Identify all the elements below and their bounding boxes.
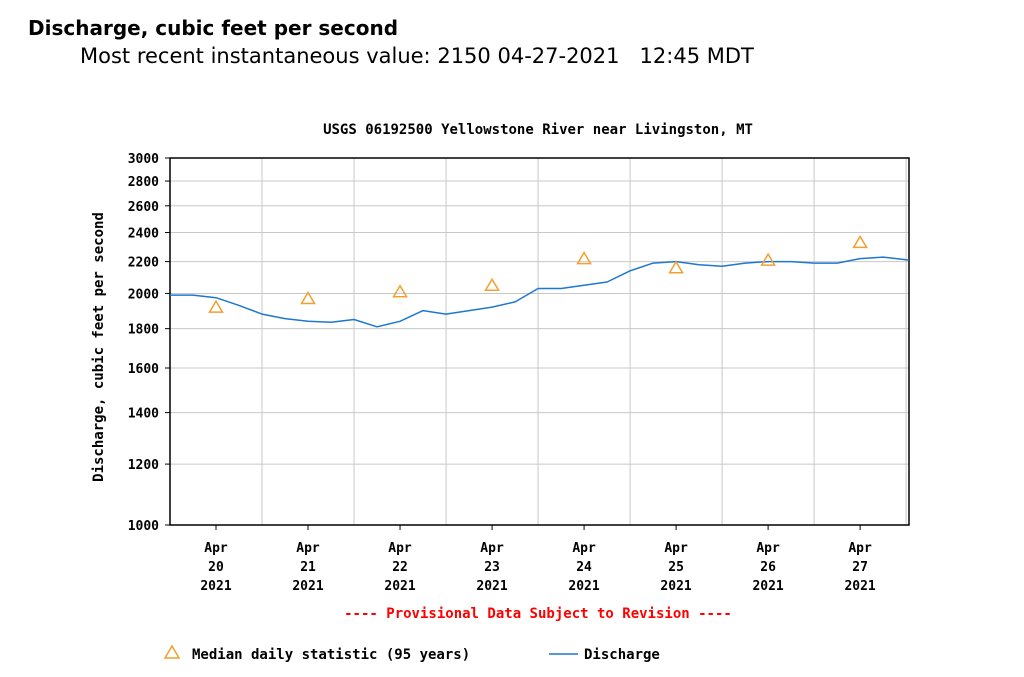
x-tick-label: 21	[300, 560, 316, 575]
recent-value-line: Most recent instantaneous value: 2150 04…	[80, 44, 754, 68]
y-tick-label: 2600	[128, 200, 159, 215]
median-marker	[576, 251, 592, 265]
y-tick-label: 1600	[128, 362, 159, 377]
y-tick-label: 2400	[128, 227, 159, 242]
x-tick-label: 2021	[200, 579, 231, 594]
x-tick-label: 25	[668, 560, 684, 575]
legend-discharge-label: Discharge	[584, 647, 660, 663]
median-marker	[208, 299, 224, 313]
y-tick-label: 2200	[128, 256, 159, 271]
x-tick-label: Apr	[848, 541, 872, 556]
median-marker	[668, 260, 684, 274]
x-tick-labels: Apr 20 2021 Apr 21 2021 Apr 22 2021 Apr 23 2021 Apr 2…	[200, 525, 876, 594]
chart-title: USGS 06192500 Yellowstone River near Liv…	[323, 122, 753, 138]
median-marker	[484, 277, 500, 291]
y-tick-label: 3000	[128, 152, 159, 167]
recent-time: 12:45 MDT	[639, 44, 754, 68]
x-tick-label: 2021	[660, 579, 691, 594]
legend-median-label: Median daily statistic (95 years)	[192, 647, 470, 663]
plot-area	[169, 157, 910, 526]
y-tick-labels: 1000 1200 1400 1600 1800 2000 2200 2400 2600 2800…	[128, 152, 170, 534]
x-tick-label: Apr	[572, 541, 596, 556]
x-tick-label: 22	[392, 560, 408, 575]
x-tick-label: 26	[760, 560, 776, 575]
legend: Median daily statistic (95 years) Discha…	[163, 644, 660, 663]
recent-value-label: Most recent instantaneous value:	[80, 44, 431, 68]
x-tick-label: Apr	[388, 541, 412, 556]
y-tick-label: 1400	[128, 407, 159, 422]
recent-date: 04-27-2021	[497, 44, 620, 68]
y-tick-label: 2000	[128, 287, 159, 302]
x-tick-label: 2021	[844, 579, 875, 594]
x-tick-label: Apr	[296, 541, 320, 556]
series-layer	[170, 234, 910, 328]
x-tick-label: 2021	[752, 579, 783, 594]
x-tick-label: 2021	[384, 579, 415, 594]
median-marker	[852, 234, 868, 249]
y-axis-label: Discharge, cubic feet per second	[91, 212, 107, 482]
x-tick-label: Apr	[664, 541, 688, 556]
x-tick-label: 20	[208, 560, 224, 575]
chart-grid	[170, 158, 909, 525]
x-tick-label: 27	[852, 560, 868, 575]
y-tick-label: 1200	[128, 458, 159, 473]
provisional-notice: ---- Provisional Data Subject to Revisio…	[344, 606, 732, 622]
median-marker	[392, 284, 408, 298]
x-tick-label: Apr	[756, 541, 780, 556]
x-tick-label: Apr	[204, 541, 228, 556]
discharge-line	[170, 256, 910, 328]
x-tick-label: 2021	[568, 579, 599, 594]
x-tick-label: 24	[576, 560, 592, 575]
median-marker	[760, 252, 776, 266]
median-marker	[300, 291, 316, 305]
legend-median-marker	[163, 644, 181, 659]
x-tick-label: 23	[484, 560, 500, 575]
y-tick-label: 1000	[128, 519, 159, 534]
recent-value: 2150	[437, 44, 491, 68]
y-tick-label: 2800	[128, 175, 159, 190]
x-tick-label: 2021	[476, 579, 507, 594]
page-title: Discharge, cubic feet per second	[28, 16, 399, 40]
y-tick-label: 1800	[128, 323, 159, 338]
x-tick-label: Apr	[480, 541, 504, 556]
x-tick-label: 2021	[292, 579, 323, 594]
